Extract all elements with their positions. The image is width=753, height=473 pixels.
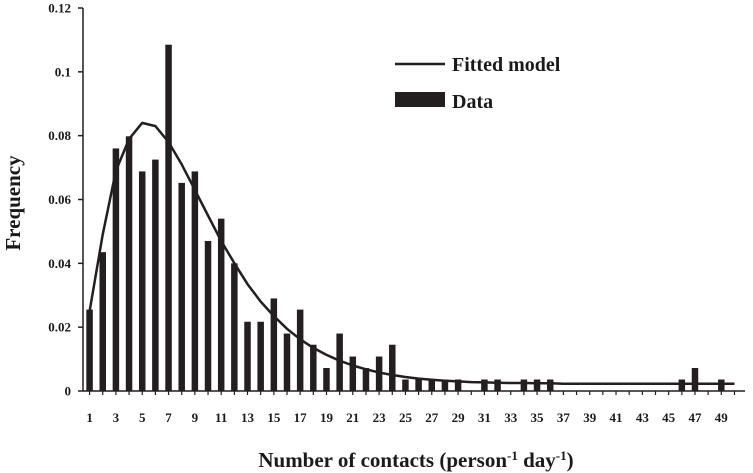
- data-bar: [112, 148, 120, 391]
- data-bar: [86, 309, 93, 391]
- data-bar: [481, 379, 488, 391]
- fitted-model-line: [88, 121, 735, 385]
- x-tick-label: 35: [531, 410, 545, 425]
- data-bar: [191, 171, 199, 391]
- data-bar: [362, 368, 370, 391]
- x-tick-label: 47: [688, 410, 702, 425]
- x-tick-label: 29: [452, 410, 466, 425]
- x-tick-label: 41: [610, 410, 623, 425]
- x-tick-label: 27: [425, 410, 439, 425]
- x-tick-label: 31: [478, 410, 491, 425]
- data-bar: [349, 356, 357, 391]
- data-bar: [165, 44, 172, 392]
- bars-layer: [86, 44, 725, 392]
- y-tick-label: 0.06: [48, 192, 71, 207]
- data-bar: [257, 321, 264, 391]
- legend-label-fitted: Fitted model: [452, 54, 561, 76]
- x-axis-label-sup1: -1: [507, 448, 518, 463]
- x-tick-label: 5: [139, 410, 146, 425]
- x-tick-label: 9: [192, 410, 199, 425]
- x-tick-label: 49: [715, 410, 729, 425]
- x-axis-ticks: 1 3 5 7 9 11 13 15 17 19 21 23 25 27 29 31 33 35 37 39 41 43 4…: [86, 391, 736, 425]
- legend: Fitted model Data: [395, 54, 561, 113]
- data-bar: [283, 333, 291, 391]
- y-axis-label: Frequency: [1, 155, 25, 251]
- data-bar: [270, 298, 278, 391]
- x-tick-label: 1: [86, 410, 93, 425]
- x-tick-label: 23: [373, 410, 387, 425]
- x-tick-label: 3: [113, 410, 120, 425]
- data-bar: [494, 379, 501, 391]
- y-tick-label: 0.12: [48, 1, 71, 16]
- x-axis-label-end: ): [567, 448, 574, 472]
- y-tick-label: 0: [65, 384, 72, 399]
- data-bar: [244, 321, 251, 391]
- data-bar: [428, 379, 436, 391]
- x-tick-label: 11: [215, 410, 227, 425]
- x-tick-label: 25: [399, 410, 413, 425]
- legend-bar-swatch: [395, 92, 445, 107]
- x-tick-label: 19: [320, 410, 334, 425]
- x-tick-label: 39: [583, 410, 597, 425]
- data-bar: [152, 159, 159, 391]
- data-bar: [533, 379, 541, 391]
- data-bar: [323, 368, 330, 391]
- x-axis-label-main: Number of contacts (person: [258, 448, 507, 472]
- data-bar: [718, 379, 725, 391]
- data-bar: [336, 333, 343, 391]
- y-tick-label: 0.04: [48, 256, 71, 271]
- data-bar: [204, 240, 212, 391]
- data-bar: [231, 263, 238, 391]
- data-bar: [99, 252, 106, 391]
- data-bar: [441, 379, 449, 391]
- x-axis-label: Number of contacts (person-1 day-1): [258, 448, 573, 473]
- x-tick-label: 17: [294, 410, 308, 425]
- x-axis-label-sup2: -1: [556, 448, 567, 463]
- x-tick-label: 13: [241, 410, 255, 425]
- data-bar: [402, 379, 409, 391]
- data-bar: [217, 218, 225, 391]
- data-bar: [389, 344, 396, 391]
- x-tick-label: 33: [504, 410, 518, 425]
- legend-label-data: Data: [452, 91, 493, 113]
- x-tick-label: 15: [267, 410, 281, 425]
- data-bar: [520, 379, 528, 391]
- x-tick-label: 21: [346, 410, 359, 425]
- y-tick-label: 0.1: [55, 64, 71, 79]
- data-bar: [678, 379, 686, 391]
- data-bar: [546, 379, 554, 391]
- x-tick-label: 43: [636, 410, 650, 425]
- y-tick-label: 0.08: [48, 128, 71, 143]
- data-bar: [415, 379, 422, 391]
- x-tick-label: 7: [165, 410, 172, 425]
- data-bar: [138, 171, 146, 391]
- data-bar: [454, 379, 462, 391]
- y-tick-label: 0.02: [48, 320, 71, 335]
- data-bar: [178, 182, 185, 391]
- x-axis-label-mid: day: [518, 448, 556, 472]
- x-tick-label: 37: [557, 410, 571, 425]
- x-tick-label: 45: [662, 410, 676, 425]
- data-bar: [125, 136, 133, 391]
- fitted-line-layer: [88, 121, 735, 385]
- y-axis-ticks: 0 0.02 0.04 0.06 0.08 0.1 0.12: [48, 1, 83, 399]
- data-bar: [310, 344, 317, 391]
- data-bar: [691, 368, 699, 391]
- data-bar: [296, 309, 304, 391]
